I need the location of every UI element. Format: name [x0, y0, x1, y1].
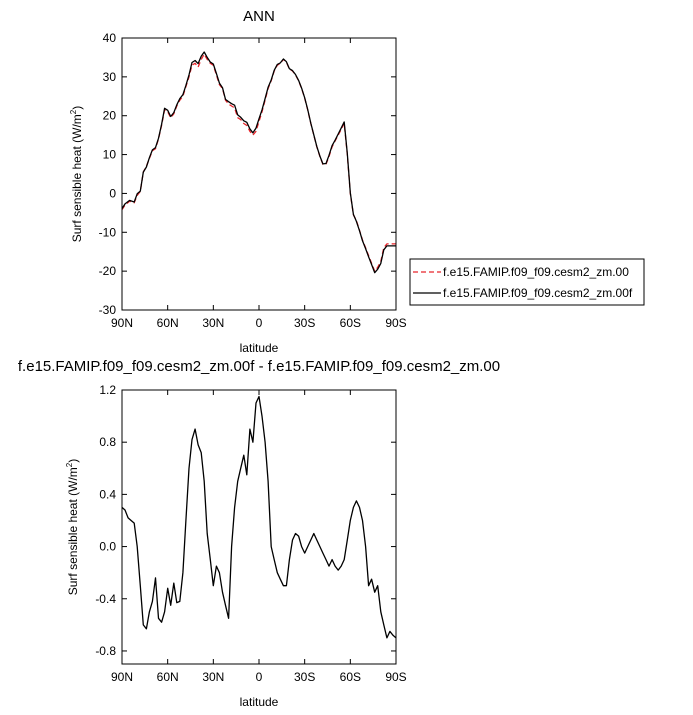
legend-label-control: f.e15.FAMIP.f09_f09.cesm2_zm.00: [443, 265, 629, 279]
bottom-x-axis: 90N 60N 30N 0 30S 60S 90S: [111, 390, 407, 684]
bottom-xtick-label: 60S: [340, 670, 361, 684]
bottom-chart-title: f.e15.FAMIP.f09_f09.cesm2_zm.00f - f.e15…: [18, 358, 500, 375]
top-ytick-label: -10: [99, 225, 117, 239]
bottom-ytick-label: 1.2: [99, 383, 116, 397]
bottom-ytick-label: -0.4: [95, 592, 116, 606]
legend: f.e15.FAMIP.f09_f09.cesm2_zm.00 f.e15.FA…: [409, 258, 645, 306]
top-ytick-label: 30: [103, 70, 117, 84]
top-xtick-label: 0: [256, 316, 263, 330]
bottom-y-axis-label: Surf sensible heat (W/m2): [65, 459, 80, 596]
bottom-xtick-label: 30S: [294, 670, 315, 684]
top-ytick-label: 10: [103, 148, 117, 162]
bottom-ytick-label: 0.0: [99, 540, 116, 554]
top-y-axis-label: Surf sensible heat (W/m2): [69, 106, 84, 243]
top-ytick-label: 0: [109, 186, 116, 200]
top-y-axis: -30 -20 -10 0 10 20 30 40: [99, 31, 396, 317]
bottom-xtick-label: 90N: [111, 670, 133, 684]
top-ytick-label: -30: [99, 303, 117, 317]
bottom-xtick-label: 0: [256, 670, 263, 684]
bottom-chart: f.e15.FAMIP.f09_f09.cesm2_zm.00f - f.e15…: [18, 358, 500, 709]
top-xtick-label: 30S: [294, 316, 315, 330]
bottom-series-line-0: [121, 395, 397, 639]
bottom-x-axis-label: latitude: [240, 695, 279, 709]
top-xtick-label: 90S: [385, 316, 406, 330]
top-x-axis-label: latitude: [240, 341, 279, 355]
bottom-ytick-label: -0.8: [95, 644, 116, 658]
bottom-chart-lines: [121, 395, 397, 639]
top-series-line-1: [121, 51, 396, 274]
bottom-xtick-label: 90S: [385, 670, 406, 684]
top-xtick-label: 60S: [340, 316, 361, 330]
top-series-line-0: [121, 53, 396, 272]
bottom-xtick-label: 60N: [157, 670, 179, 684]
bottom-ytick-label: 0.4: [99, 487, 116, 501]
top-chart-title: ANN: [243, 8, 275, 25]
bottom-xtick-label: 30N: [202, 670, 224, 684]
legend-label-test: f.e15.FAMIP.f09_f09.cesm2_zm.00f: [443, 286, 633, 300]
top-xtick-label: 30N: [202, 316, 224, 330]
top-ytick-label: 40: [103, 31, 117, 45]
top-chart-lines: [121, 51, 396, 274]
bottom-plot-frame: [121, 389, 397, 665]
bottom-ytick-label: 0.8: [99, 435, 116, 449]
legend-box: [409, 258, 645, 306]
top-x-axis: 90N 60N 30N 0 30S 60S 90S: [111, 38, 407, 330]
top-xtick-label: 90N: [111, 316, 133, 330]
top-ytick-label: -20: [99, 264, 117, 278]
top-plot-frame: [121, 37, 397, 311]
top-ytick-label: 20: [103, 109, 117, 123]
top-xtick-label: 60N: [157, 316, 179, 330]
bottom-y-axis: -0.8 -0.4 0.0 0.4 0.8 1.2: [95, 383, 396, 658]
